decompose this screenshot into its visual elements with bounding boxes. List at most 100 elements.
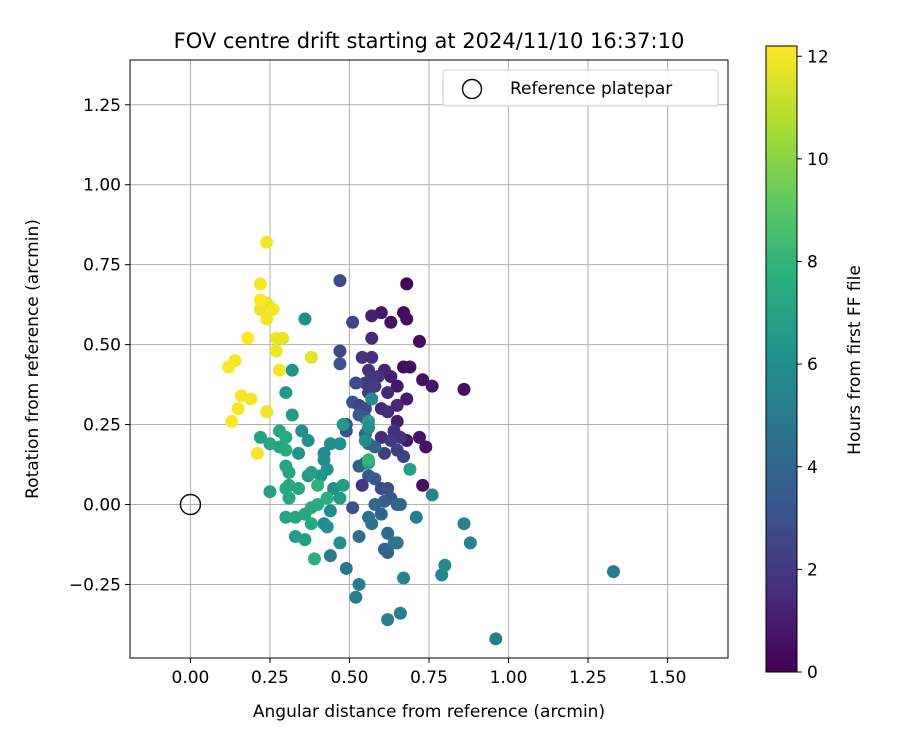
data-point <box>365 331 379 345</box>
data-point <box>425 488 439 502</box>
data-point <box>253 293 267 307</box>
data-point <box>285 363 299 377</box>
data-point <box>298 312 312 326</box>
data-point <box>381 545 395 559</box>
data-point <box>457 517 471 531</box>
data-point <box>358 434 372 448</box>
data-point <box>403 360 417 374</box>
data-point <box>393 606 407 620</box>
data-point <box>333 344 347 358</box>
data-point <box>365 350 379 364</box>
data-point <box>333 274 347 288</box>
chart-title: FOV centre drift starting at 2024/11/10 … <box>174 29 685 53</box>
data-point <box>279 430 293 444</box>
y-axis-label: Rotation from reference (arcmin) <box>23 219 43 499</box>
data-point <box>253 277 267 291</box>
data-point <box>368 440 382 454</box>
x-tick-label: 1.50 <box>649 668 687 688</box>
x-tick-label: 1.00 <box>490 668 528 688</box>
legend-box <box>442 69 719 107</box>
data-point <box>355 478 369 492</box>
data-point <box>352 577 366 591</box>
data-point <box>362 453 376 467</box>
colorbar-tick-label: 6 <box>807 355 818 375</box>
data-point <box>279 443 293 457</box>
data-point <box>279 510 293 524</box>
data-point <box>269 344 283 358</box>
data-point <box>355 350 369 364</box>
data-point <box>409 510 423 524</box>
data-point <box>298 533 312 547</box>
data-point <box>365 309 379 323</box>
y-tick-label: −0.25 <box>69 575 121 595</box>
data-point <box>349 376 363 390</box>
data-point <box>352 529 366 543</box>
data-point <box>381 613 395 627</box>
data-point <box>381 386 395 400</box>
data-point <box>323 437 337 451</box>
data-point <box>260 235 274 249</box>
data-point <box>393 498 407 512</box>
data-point <box>304 350 318 364</box>
data-point <box>311 478 325 492</box>
data-point <box>323 549 337 563</box>
data-point <box>397 571 411 585</box>
data-point <box>349 590 363 604</box>
data-point <box>412 334 426 348</box>
data-point <box>362 421 376 435</box>
x-tick-label: 0.00 <box>172 668 210 688</box>
data-point <box>400 392 414 406</box>
reference-marker-layer <box>179 493 202 516</box>
data-point <box>253 430 267 444</box>
data-point <box>260 405 274 419</box>
data-point <box>368 472 382 486</box>
data-point <box>377 446 391 460</box>
data-point <box>253 302 267 316</box>
data-point <box>384 315 398 329</box>
data-point <box>304 517 318 531</box>
y-tick-label: 0.25 <box>83 416 121 436</box>
data-point <box>301 434 315 448</box>
data-point <box>390 398 404 412</box>
data-points <box>222 235 620 646</box>
data-point <box>400 277 414 291</box>
legend: Reference platepar <box>442 69 719 107</box>
data-point <box>381 526 395 540</box>
data-point <box>346 315 360 329</box>
data-point <box>225 414 239 428</box>
data-point <box>244 392 258 406</box>
data-point <box>231 402 245 416</box>
data-point <box>311 498 325 512</box>
data-point <box>276 331 290 345</box>
data-point <box>365 392 379 406</box>
y-tick-label: 1.00 <box>83 176 121 196</box>
data-point <box>320 491 334 505</box>
colorbar-tick-label: 10 <box>807 150 829 170</box>
data-point <box>241 331 255 345</box>
colorbar: 0 2 4 6 8 10 12 Hours from first FF file <box>765 45 865 683</box>
y-tick-label: 0.75 <box>83 256 121 276</box>
data-point <box>285 408 299 422</box>
data-point <box>222 360 236 374</box>
y-axis-ticks: −0.25 0.00 0.25 0.50 0.75 1.00 1.25 <box>69 96 130 595</box>
x-axis-ticks: 0.00 0.25 0.50 0.75 1.00 1.25 1.50 <box>172 658 687 688</box>
data-point <box>336 418 350 432</box>
data-point <box>333 437 347 451</box>
data-point <box>295 424 309 438</box>
data-point <box>333 357 347 371</box>
colorbar-tick-label: 0 <box>807 663 818 683</box>
data-point <box>333 491 347 505</box>
legend-reference-marker <box>461 78 483 100</box>
data-point <box>279 386 293 400</box>
legend-label: Reference platepar <box>510 79 672 99</box>
y-tick-label: 0.50 <box>83 336 121 356</box>
data-point <box>333 536 347 550</box>
data-point <box>425 379 439 393</box>
colorbar-tick-label: 4 <box>807 458 818 478</box>
colorbar-tick-label: 2 <box>807 560 818 580</box>
data-point <box>339 561 353 575</box>
data-point <box>273 363 286 377</box>
data-point <box>292 446 306 460</box>
colorbar-tick-label: 8 <box>807 253 818 273</box>
